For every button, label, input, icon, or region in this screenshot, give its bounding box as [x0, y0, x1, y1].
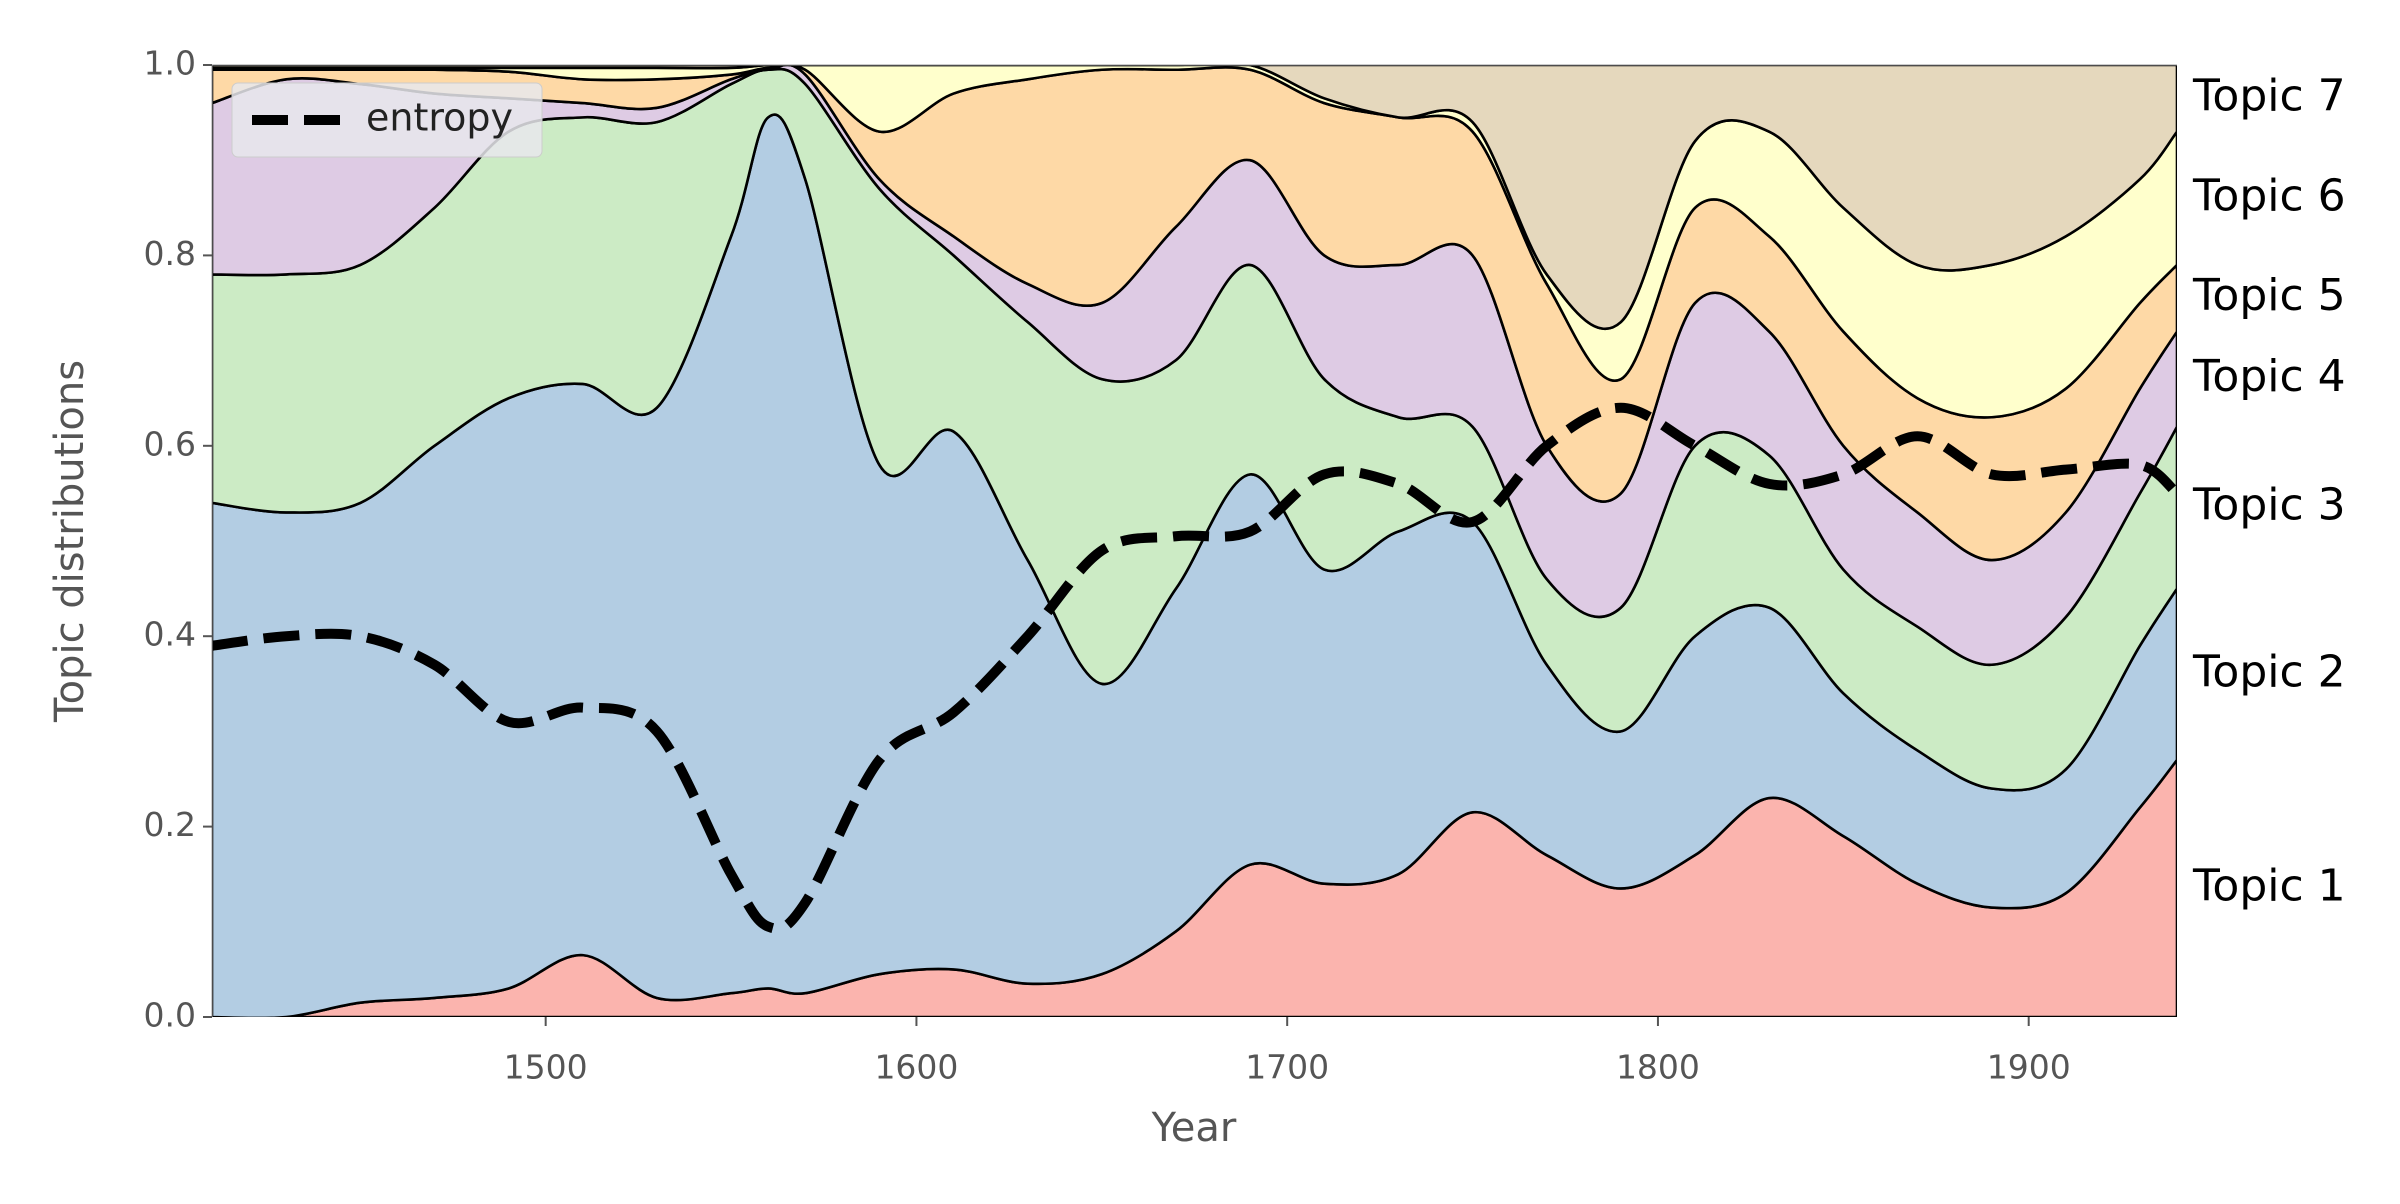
y-tick-label: 0.2 — [144, 805, 196, 844]
plot-area — [212, 65, 2177, 1017]
series-label: Topic 1 — [2192, 860, 2346, 911]
legend-box — [231, 82, 543, 158]
entropy-line — [212, 402, 2177, 934]
area — [212, 65, 2177, 331]
x-tick-label: 1800 — [1616, 1048, 1700, 1087]
legend-label: entropy — [366, 96, 513, 140]
x-axis-label: Year — [1151, 1105, 1237, 1151]
x-tick-label: 1600 — [874, 1048, 958, 1087]
y-tick-label: 0.8 — [144, 234, 196, 273]
series-label: Topic 3 — [2192, 480, 2346, 531]
series-label: Topic 5 — [2192, 270, 2346, 321]
x-tick-label: 1900 — [1987, 1048, 2071, 1087]
series-label: Topic 4 — [2192, 351, 2346, 402]
x-tick-label: 1700 — [1245, 1048, 1329, 1087]
series-label: Topic 6 — [2192, 170, 2346, 221]
series-label: Topic 2 — [2192, 646, 2346, 697]
y-tick-label: 1.0 — [144, 44, 196, 83]
y-axis-label: Topic distributions — [47, 360, 93, 723]
y-tick-label: 0.0 — [144, 996, 196, 1035]
legend: entropy — [231, 82, 543, 158]
y-tick-label: 0.6 — [144, 424, 196, 463]
area — [212, 65, 2177, 419]
series-label: Topic 7 — [2192, 70, 2346, 121]
x-tick-label: 1500 — [504, 1048, 588, 1087]
y-tick-label: 0.4 — [144, 615, 196, 654]
